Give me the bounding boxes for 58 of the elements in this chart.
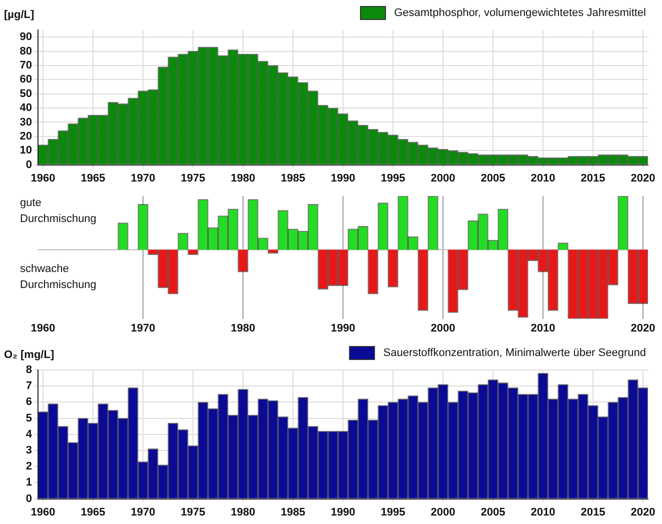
x-tick-label: 1995	[380, 506, 406, 518]
x-tick-label: 2015	[580, 172, 606, 184]
y-tick-label: 3	[26, 444, 32, 457]
y-tick-label: 10	[20, 144, 32, 157]
annotation: schwache Durchmischung	[20, 263, 96, 292]
x-tick-label: 1975	[180, 172, 206, 184]
y-tick-label: 20	[20, 130, 32, 142]
y-tick-label: 70	[20, 60, 32, 72]
x-tick-label: 2000	[430, 322, 456, 334]
x-tick-label: 2020	[630, 322, 656, 334]
y-tick-label: 40	[20, 102, 32, 114]
y-tick-label: 4	[26, 428, 33, 440]
x-tick-label: 2020	[630, 172, 656, 184]
x-tick-label: 2000	[430, 172, 456, 184]
x-tick-label: 2005	[480, 172, 506, 184]
x-tick-label: 1965	[80, 506, 106, 518]
y-axis-title: [µg/L]	[4, 9, 34, 21]
y-tick-label: 7	[26, 380, 32, 392]
x-tick-label: 1995	[380, 172, 406, 184]
x-tick-label: 1980	[230, 172, 256, 184]
y-tick-label: 6	[26, 396, 32, 408]
x-tick-label: 2010	[530, 506, 556, 518]
y-tick-label: 1	[26, 476, 32, 489]
y-tick-label: 50	[20, 88, 32, 100]
x-tick-label: 2010	[530, 172, 556, 184]
annotation: gute Durchmischung	[20, 197, 96, 225]
y-tick-label: 8	[26, 364, 32, 376]
y-tick-label: 80	[20, 45, 32, 58]
text: Sauerstoffkonzentration, Minimalwerte über Seegrund	[383, 347, 646, 359]
y-tick-label: 0	[26, 492, 32, 505]
x-tick-label: 2005	[480, 506, 506, 518]
x-tick-label: 1960	[30, 322, 56, 334]
x-tick-label: 1970	[130, 506, 156, 518]
x-tick-label: 2015	[580, 506, 606, 518]
x-tick-label: 1970	[130, 322, 156, 334]
x-tick-label: 2020	[630, 506, 656, 518]
y-tick-label: 0	[26, 158, 32, 171]
x-tick-label: 1990	[330, 172, 356, 184]
x-tick-label: 1985	[280, 506, 306, 518]
x-tick-label: 1990	[330, 322, 356, 334]
x-tick-label: 1975	[180, 506, 206, 518]
x-tick-label: 1960	[30, 172, 56, 184]
y-tick-label: 90	[20, 31, 32, 44]
x-tick-label: 2000	[430, 506, 456, 518]
x-tick-label: 1965	[80, 172, 106, 184]
x-tick-label: 1960	[30, 506, 56, 518]
x-tick-label: 2010	[530, 322, 556, 334]
y-axis-title: O₂ [mg/L]	[4, 349, 54, 361]
y-tick-label: 60	[20, 74, 32, 86]
x-tick-label: 1985	[280, 172, 306, 184]
x-tick-label: 1980	[230, 506, 256, 518]
y-tick-label: 5	[26, 412, 32, 424]
x-tick-label: 1990	[330, 506, 356, 518]
y-tick-label: 30	[20, 116, 32, 128]
y-tick-label: 2	[26, 460, 32, 473]
x-tick-label: 1970	[130, 172, 156, 184]
x-tick-label: 1980	[230, 322, 256, 334]
legend-label: Gesamtphosphor, volumengewichtetes Jahresmittel	[394, 7, 646, 19]
